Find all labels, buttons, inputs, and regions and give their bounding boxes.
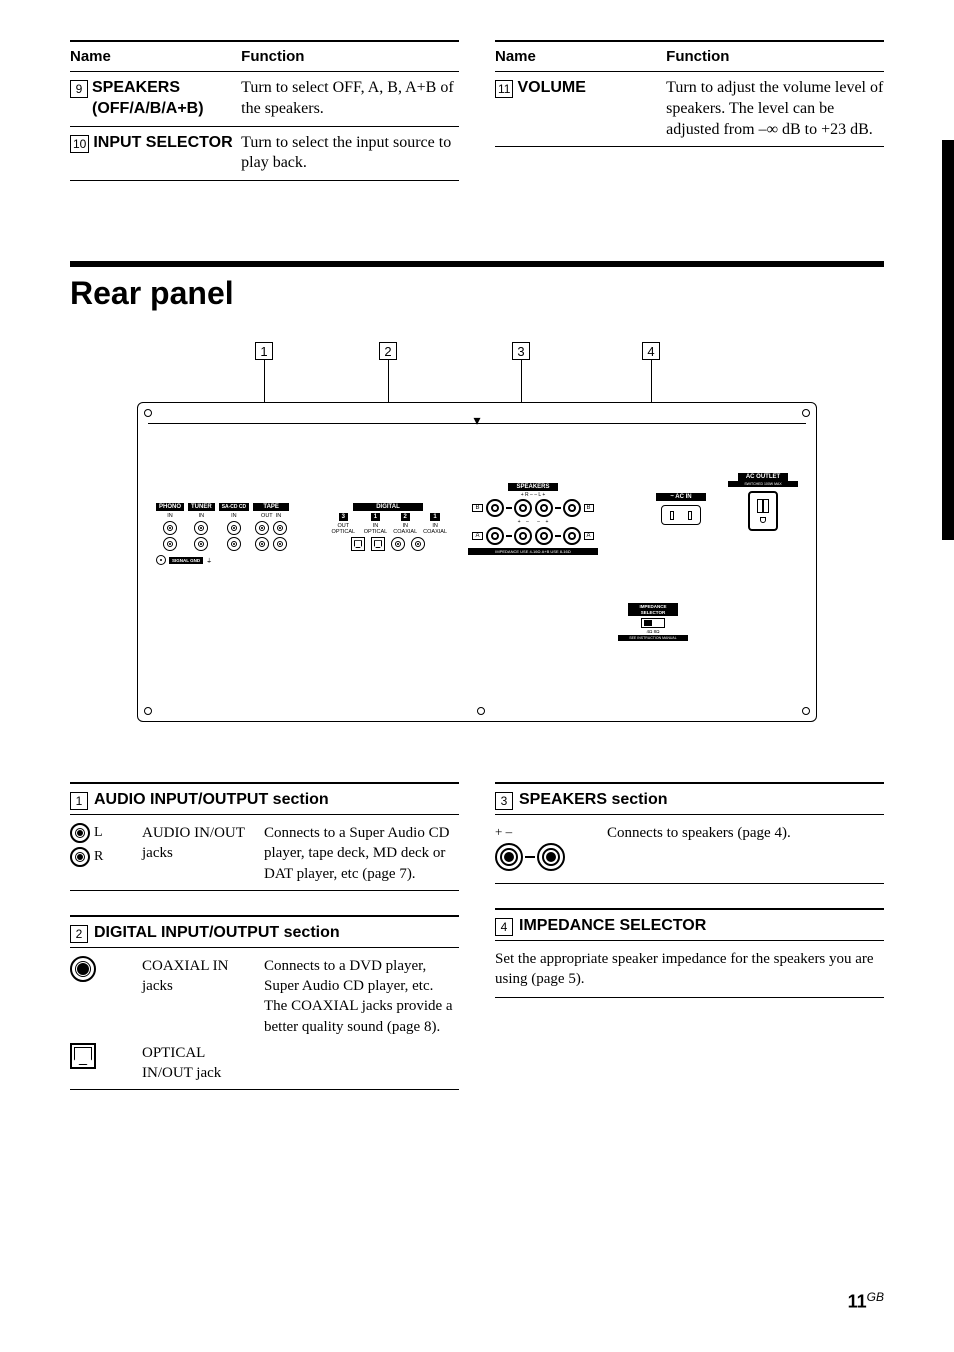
coaxial-jack-icon — [70, 956, 130, 1037]
speaker-terminal-icon — [535, 499, 553, 517]
side-tab: Location of Parts and Operation — [924, 140, 954, 540]
rca-jack-icon — [194, 537, 208, 551]
ground-icon: ⏚ — [206, 556, 212, 565]
speaker-terminal-icon — [486, 527, 504, 545]
sub-title: SPEAKERS section — [519, 791, 667, 809]
speakers-zone: SPEAKERS + R – – L + B B + – – + A A — [468, 483, 598, 555]
row-function: Turn to select OFF, A, B, A+B of the spe… — [241, 78, 459, 120]
side-tab-bar — [942, 140, 954, 540]
table-row: 10 INPUT SELECTOR Turn to select the inp… — [70, 127, 459, 182]
table-row: 9 SPEAKERS (OFF/A/B/A+B) Turn to select … — [70, 72, 459, 127]
rear-panel-diagram: 1 2 3 4 ▾ PHONOIN TUNERIN SA-CD CDIN — [137, 342, 817, 742]
detail-label: AUDIO IN/OUT jacks — [142, 823, 252, 884]
ground-terminal-icon — [156, 555, 166, 565]
coaxial-jack-icon — [391, 537, 405, 551]
callout-1: 1 — [255, 342, 273, 360]
panel-outline: ▾ PHONOIN TUNERIN SA-CD CDIN TAPEOUT IN — [137, 402, 817, 722]
side-tab-text: Location of Parts and Operation — [919, 0, 936, 140]
callout-2: 2 — [379, 342, 397, 360]
screw-icon — [802, 409, 810, 417]
rca-jack-icon — [227, 537, 241, 551]
subsection-4: 4 IMPEDANCE SELECTOR Set the appropriate… — [495, 908, 884, 999]
sub-title: AUDIO INPUT/OUTPUT section — [94, 791, 329, 809]
table-header: Name Function — [495, 42, 884, 72]
ac-in-zone: ~ AC IN — [646, 493, 716, 529]
page: Name Function 9 SPEAKERS (OFF/A/B/A+B) T… — [70, 40, 884, 1114]
sub-title: IMPEDANCE SELECTOR — [519, 917, 706, 935]
callout-3: 3 — [512, 342, 530, 360]
speaker-terminal-icon — [535, 527, 553, 545]
section-title: Rear panel — [70, 275, 884, 312]
optical-jack-icon — [351, 537, 365, 551]
screw-icon — [477, 707, 485, 715]
sub-number-box: 1 — [70, 792, 88, 810]
sub-desc: Set the appropriate speaker impedance fo… — [495, 949, 884, 999]
screw-icon — [802, 707, 810, 715]
sub-title: DIGITAL INPUT/OUTPUT section — [94, 924, 340, 942]
impedance-zone: IMPEDANCE SELECTOR 4Ω 8Ω SEE INSTRUCTION… — [618, 603, 688, 641]
row-function: Turn to select the input source to play … — [241, 133, 459, 175]
detail-desc: Connects to a Super Audio CD player, tap… — [264, 823, 459, 884]
optical-jack-icon — [371, 537, 385, 551]
header-name: Name — [495, 48, 666, 65]
sub-number-box: 3 — [495, 792, 513, 810]
subsection-1: 1 AUDIO INPUT/OUTPUT section L R AUDIO I… — [70, 782, 459, 891]
header-function: Function — [666, 48, 884, 65]
rca-jack-icon — [273, 521, 287, 535]
subsection-3: 3 SPEAKERS section + – Connects to speak… — [495, 782, 884, 884]
row-function: Turn to adjust the volume level of speak… — [666, 78, 884, 140]
row-name: VOLUME — [517, 78, 585, 99]
speaker-terminal-pair-icon: + – — [495, 823, 595, 877]
row-name: SPEAKERS (OFF/A/B/A+B) — [92, 78, 237, 120]
row-number-box: 9 — [70, 80, 88, 98]
speaker-terminal-icon — [563, 499, 581, 517]
speaker-terminal-icon — [514, 527, 532, 545]
row-number-box: 10 — [70, 135, 89, 153]
speaker-terminal-icon — [486, 499, 504, 517]
rca-jack-icon — [227, 521, 241, 535]
ac-outlet-icon — [748, 491, 778, 531]
audio-zone: PHONOIN TUNERIN SA-CD CDIN TAPEOUT IN SI… — [156, 503, 306, 565]
coaxial-jack-icon — [411, 537, 425, 551]
rca-jack-icon — [255, 521, 269, 535]
row-number-box: 11 — [495, 80, 513, 98]
table-header: Name Function — [70, 42, 459, 72]
detail-label: COAXIAL IN jacks — [142, 956, 252, 1037]
subsection-2: 2 DIGITAL INPUT/OUTPUT section COAXIAL I… — [70, 915, 459, 1091]
detail-label: OPTICAL IN/OUT jack — [142, 1043, 252, 1084]
top-table-right: Name Function 11 VOLUME Turn to adjust t… — [495, 40, 884, 181]
speaker-terminal-icon — [514, 499, 532, 517]
sub-number-box: 2 — [70, 925, 88, 943]
rca-jack-icon — [273, 537, 287, 551]
rca-jack-icon — [163, 521, 177, 535]
header-name: Name — [70, 48, 241, 65]
screw-icon — [144, 707, 152, 715]
lr-jack-icon: L R — [70, 823, 130, 884]
top-tables: Name Function 9 SPEAKERS (OFF/A/B/A+B) T… — [70, 40, 884, 181]
table-row: 11 VOLUME Turn to adjust the volume leve… — [495, 72, 884, 147]
detail-desc: Connects to a DVD player, Super Audio CD… — [264, 956, 459, 1037]
rca-jack-icon — [255, 537, 269, 551]
header-function: Function — [241, 48, 459, 65]
row-name: INPUT SELECTOR — [93, 133, 232, 154]
signal-gnd-label: SIGNAL GND — [169, 557, 203, 564]
rca-jack-icon — [194, 521, 208, 535]
digital-zone: DIGITAL 3OUT OPTICAL 1IN OPTICAL 2IN COA… — [328, 503, 448, 551]
rca-jack-icon — [163, 537, 177, 551]
sub-number-box: 4 — [495, 918, 513, 936]
detail-desc: Connects to speakers (page 4). — [607, 823, 884, 877]
subsections: 1 AUDIO INPUT/OUTPUT section L R AUDIO I… — [70, 782, 884, 1114]
ac-outlet-zone: AC OUTLET SWITCHED 100W MAX — [728, 473, 798, 535]
top-table-left: Name Function 9 SPEAKERS (OFF/A/B/A+B) T… — [70, 40, 459, 181]
screw-icon — [144, 409, 152, 417]
section-divider — [70, 261, 884, 267]
page-number: 11GB — [848, 1290, 884, 1312]
speaker-terminal-icon — [563, 527, 581, 545]
optical-jack-icon — [70, 1043, 130, 1084]
callout-4: 4 — [642, 342, 660, 360]
